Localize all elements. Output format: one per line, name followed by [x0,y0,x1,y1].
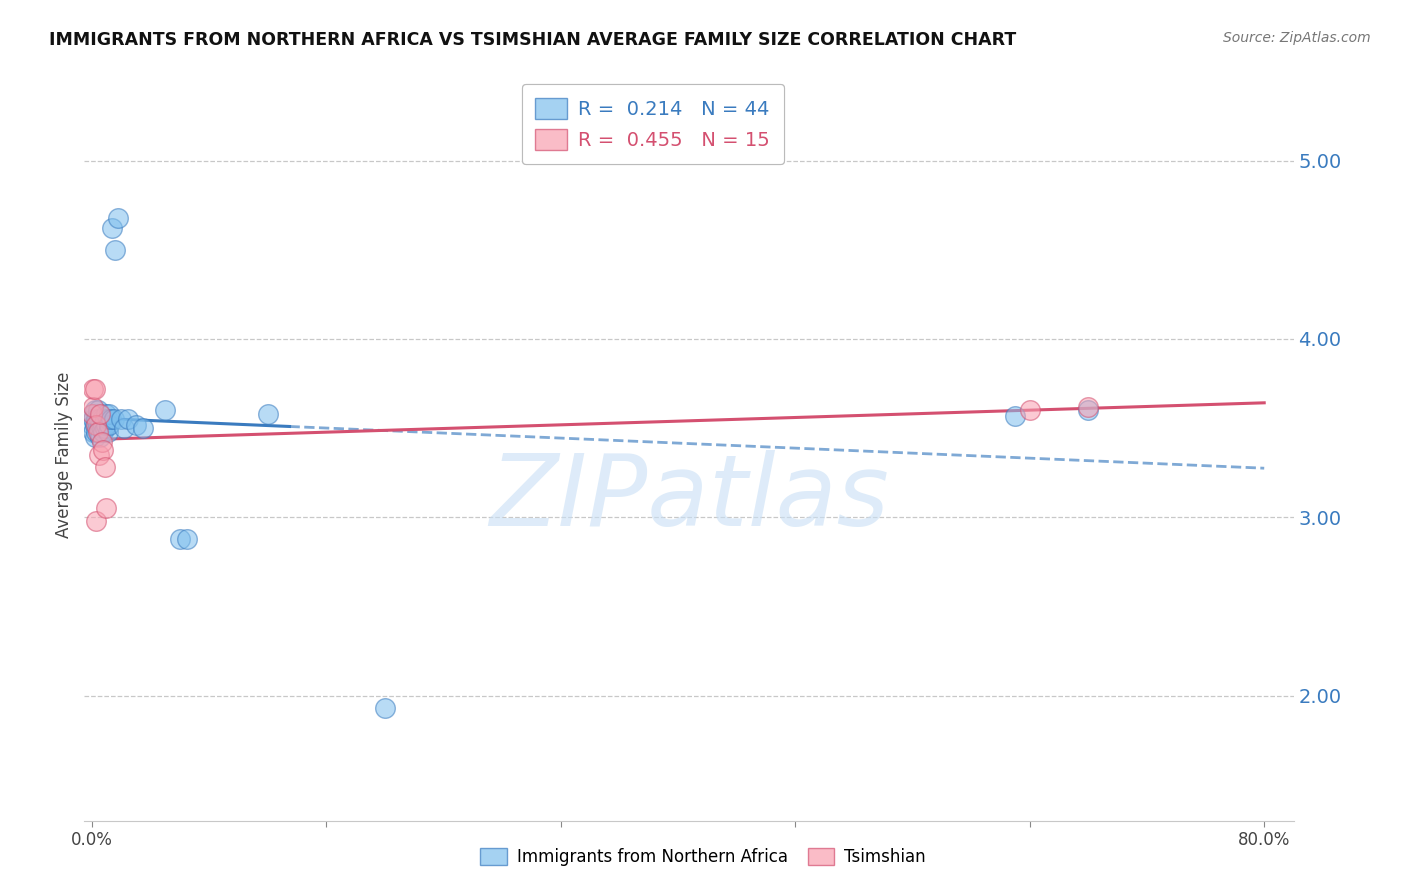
Point [97,412,120,426]
Point [107,211,129,225]
Point [87,412,110,426]
Point [96,501,118,516]
Point [94,460,117,475]
Point [110,412,132,426]
Point [256,407,278,421]
Point [83,382,105,396]
Y-axis label: Average Family Size: Average Family Size [55,372,73,538]
Point [82,425,104,439]
Point [83,430,105,444]
Point [132,421,155,435]
Point [98,417,121,432]
Point [117,412,139,426]
Point [100,412,122,426]
Point [89,430,111,444]
Point [91,435,114,450]
Point [82,412,104,426]
Point [86,425,108,439]
Point [82,417,104,432]
Point [91,421,114,435]
Point [94,412,117,426]
Point [82,382,104,396]
Point [96,407,118,421]
Text: Source: ZipAtlas.com: Source: ZipAtlas.com [1223,31,1371,45]
Point [1018,403,1040,417]
Point [97,425,120,439]
Point [84,425,107,439]
Legend: R =  0.214   N = 44, R =  0.455   N = 15: R = 0.214 N = 44, R = 0.455 N = 15 [522,84,783,163]
Legend: Immigrants from Northern Africa, Tsimshian: Immigrants from Northern Africa, Tsimshi… [474,841,932,873]
Point [153,403,176,417]
Point [82,407,104,421]
Point [91,412,114,426]
Point [87,448,110,462]
Point [94,421,117,435]
Point [83,417,105,432]
Point [124,417,146,432]
Point [112,421,135,435]
Text: IMMIGRANTS FROM NORTHERN AFRICA VS TSIMSHIAN AVERAGE FAMILY SIZE CORRELATION CHA: IMMIGRANTS FROM NORTHERN AFRICA VS TSIMS… [49,31,1017,49]
Point [84,417,107,432]
Point [87,425,110,439]
Point [101,221,124,235]
Point [82,400,104,414]
Point [1077,403,1099,417]
Point [169,532,191,546]
Point [1077,400,1099,414]
Point [98,407,121,421]
Point [96,417,118,432]
Point [1004,409,1026,423]
Point [103,412,125,426]
Point [104,243,127,257]
Point [93,417,115,432]
Text: ZIPatlas: ZIPatlas [489,450,889,548]
Point [176,532,198,546]
Point [93,442,115,457]
Point [84,514,107,528]
Point [84,412,107,426]
Point [89,417,111,432]
Point [86,417,108,432]
Point [93,425,115,439]
Point [89,407,111,421]
Point [374,701,396,715]
Point [82,407,104,421]
Point [86,403,108,417]
Point [83,403,105,417]
